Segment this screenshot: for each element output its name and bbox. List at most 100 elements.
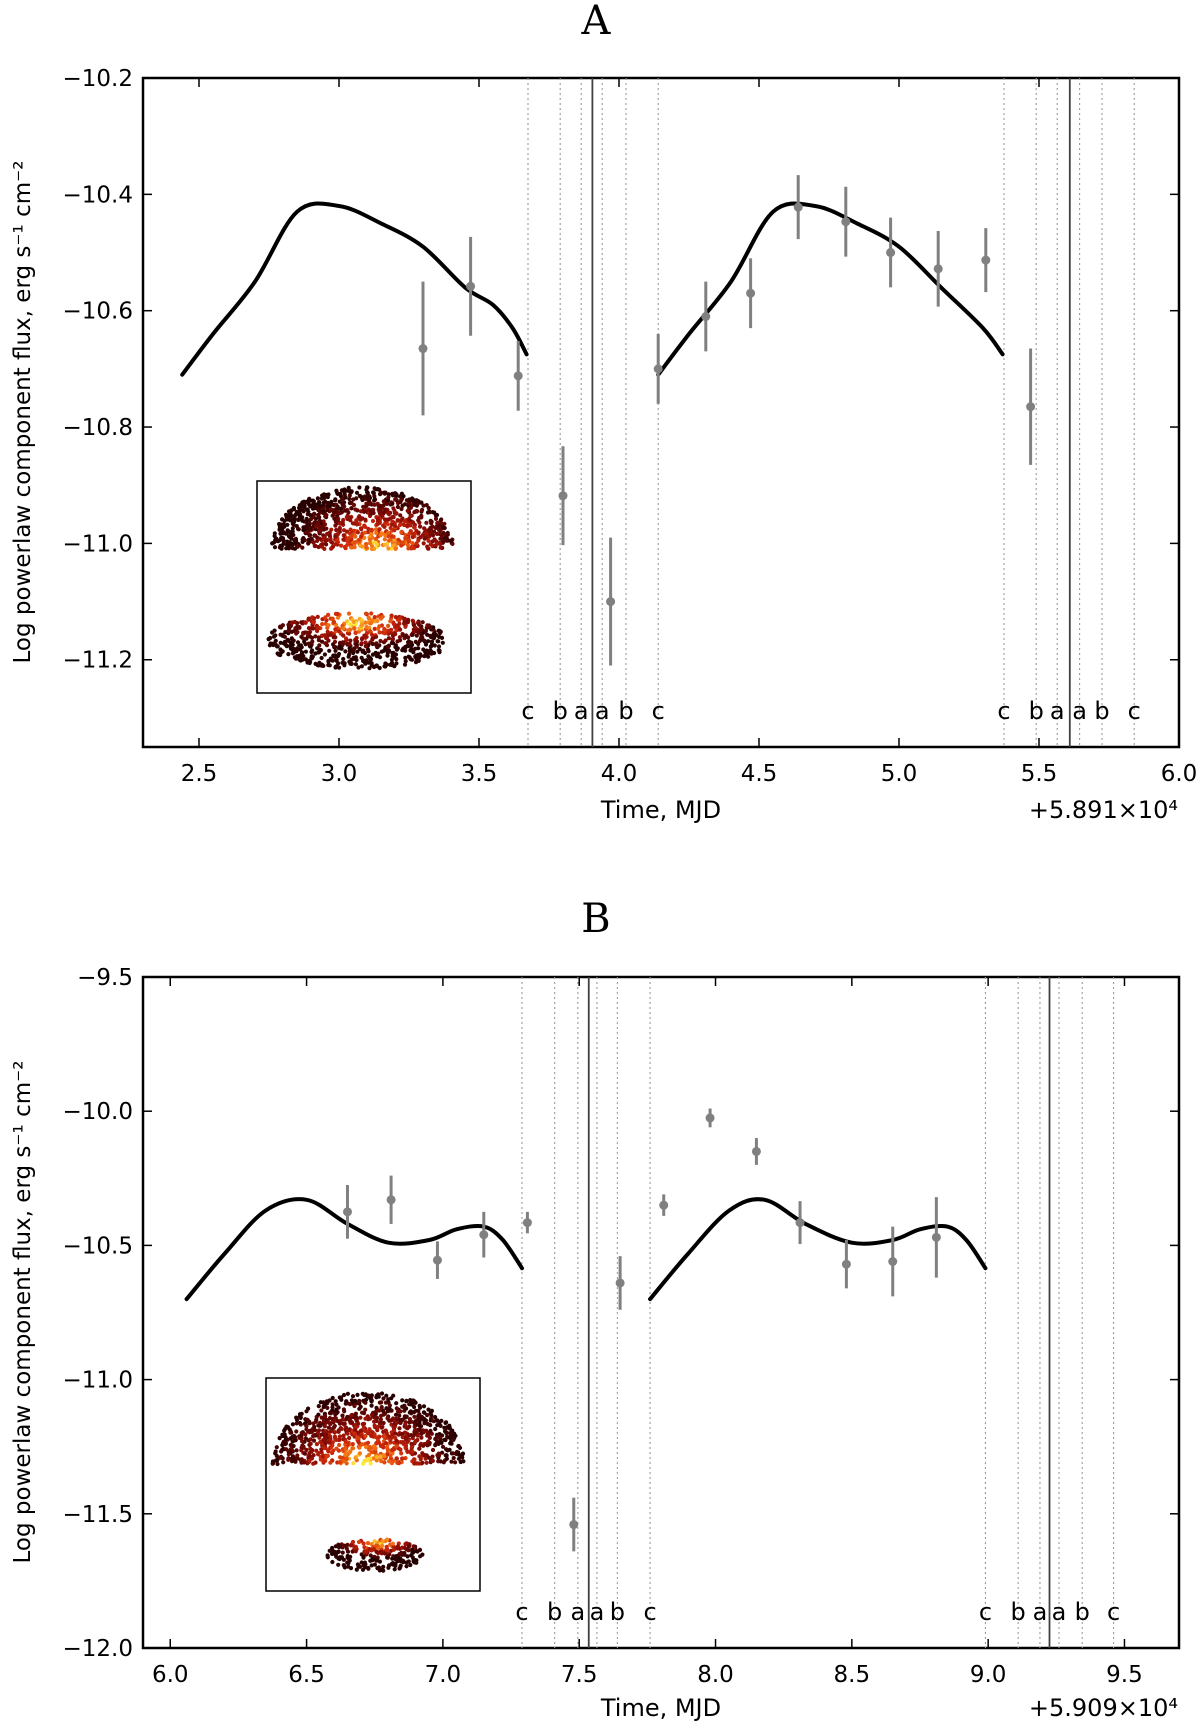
- panel-a-inset-dot: [353, 534, 358, 539]
- panel-a-inset-dot: [392, 528, 397, 533]
- panel-a-inset-dot: [308, 644, 313, 649]
- panel-a-inset-dot: [436, 644, 442, 649]
- panel-a-inset-dot: [333, 627, 338, 632]
- panel-b-inset-dot: [444, 1456, 449, 1461]
- panel-b-inset-dot: [281, 1460, 286, 1465]
- panel-b-inset-dot: [339, 1455, 344, 1460]
- panel-a-inset-dot: [374, 663, 379, 668]
- panel-a-title: A: [581, 0, 612, 44]
- panel-a-inset-dot: [429, 651, 434, 656]
- panel-a-inset-dot: [278, 652, 283, 658]
- panel-b-inset-dot: [443, 1427, 448, 1432]
- panel-b-region-label: b: [1011, 1598, 1026, 1626]
- panel-a-inset-dot: [385, 653, 390, 658]
- panel-a-inset-dot: [279, 625, 284, 630]
- panel-b-inset-dot: [433, 1436, 438, 1442]
- panel-b-inset-dot: [379, 1391, 385, 1396]
- panel-a-inset-dot: [374, 542, 379, 547]
- panel-a-inset-dot: [378, 638, 383, 644]
- panel-b-inset-dot: [391, 1554, 396, 1559]
- panel-b-inset-dot: [352, 1431, 357, 1436]
- panel-b-inset-dot: [316, 1412, 321, 1417]
- panel-a-inset-dot: [282, 518, 287, 524]
- panel-b-inset-dot: [327, 1411, 333, 1416]
- panel-a-inset-dot: [382, 524, 387, 530]
- panel-b-inset-dot: [413, 1400, 418, 1405]
- panel-a-inset-dot: [338, 506, 343, 511]
- panel-a-inset-dot: [306, 537, 311, 542]
- panel-b-region-label: b: [547, 1598, 562, 1626]
- panel-a-inset-dot: [421, 541, 426, 546]
- panel-a-inset-dot: [334, 664, 339, 669]
- panel-a-inset-dot: [407, 655, 412, 660]
- panel-b-inset-dot: [400, 1440, 406, 1445]
- panel-b-inset-dot: [363, 1407, 368, 1412]
- panel-b-inset-dot: [341, 1392, 347, 1398]
- panel-b-inset-dot: [374, 1455, 380, 1460]
- panel-a-inset-dot: [353, 639, 359, 644]
- panel-b-inset-dot: [349, 1413, 354, 1418]
- panel-a-inset-dot: [278, 647, 283, 652]
- panel-b-inset-dot: [340, 1550, 345, 1555]
- panel-a-inset-dot: [398, 627, 403, 632]
- panel-b-inset-dot: [343, 1445, 348, 1450]
- panel-b-inset-dot: [391, 1447, 396, 1452]
- panel-b-inset-dot: [270, 1461, 275, 1466]
- panel-b-inset-dot: [326, 1448, 331, 1454]
- panel-b-inset-dot: [418, 1443, 423, 1448]
- panel-a-inset-dot: [364, 545, 369, 550]
- panel-b-inset-dot: [440, 1433, 445, 1438]
- panel-a-inset-dot: [349, 506, 354, 511]
- panel-a-inset-dot: [358, 543, 363, 549]
- panel-b-inset-dot: [290, 1439, 295, 1444]
- panel-a-inset-dot: [398, 513, 403, 518]
- panel-a-inset-dot: [403, 655, 408, 660]
- panel-a-inset-dot: [359, 664, 364, 669]
- panel-a-inset-dot: [335, 506, 340, 511]
- panel-a-inset-dot: [369, 611, 374, 616]
- panel-b-region-label: a: [570, 1598, 585, 1626]
- panel-b-inset-dot: [392, 1567, 397, 1572]
- panel-b-inset-dot: [417, 1427, 422, 1432]
- panel-b-inset-dot: [327, 1421, 333, 1426]
- panel-b-inset-dot: [419, 1414, 424, 1420]
- panel-b-inset-dot: [294, 1448, 299, 1453]
- panel-a-inset-dot: [335, 490, 340, 496]
- panel-a-inset-dot: [323, 538, 328, 544]
- panel-b-inset-dot: [398, 1447, 403, 1452]
- panel-b-inset-dot: [352, 1545, 357, 1550]
- panel-b-model-curves: [184, 1197, 988, 1302]
- panel-a-data-point: [746, 288, 756, 298]
- panel-a-inset-dot: [425, 534, 431, 539]
- panel-a-model-curves: [180, 201, 1005, 377]
- panel-b-inset-dot: [331, 1419, 336, 1424]
- panel-a-inset-dot: [285, 522, 290, 527]
- panel-b-inset-dot: [378, 1417, 383, 1422]
- panel-a-inset-dot: [377, 630, 382, 635]
- panel-a-inset-dot: [370, 518, 376, 524]
- panel-a-inset-dot: [352, 626, 357, 631]
- panel-a-inset-dot: [434, 531, 440, 537]
- panel-a-inset-dot: [364, 631, 370, 636]
- panel-a-inset-dot: [306, 501, 311, 507]
- panel-a-inset-dot: [383, 533, 388, 538]
- panel-a-inset-dot: [439, 517, 444, 522]
- panel-b-inset-dot: [403, 1445, 408, 1450]
- panel-b-xtick-label: 6.0: [152, 1662, 189, 1688]
- panel-a-inset-dot: [427, 527, 432, 532]
- panel-a-inset-dot: [439, 521, 444, 526]
- panel-a-inset-dot: [336, 629, 342, 634]
- panel-b-inset-dot: [312, 1427, 317, 1433]
- panel-a-inset-dot: [333, 497, 338, 502]
- panel-a-inset-dot: [348, 527, 353, 532]
- panel-a-inset-dot: [432, 510, 437, 515]
- panel-b-inset-dot: [281, 1440, 286, 1446]
- panel-a-inset-dot: [289, 508, 294, 513]
- panel-b-data-point: [705, 1113, 715, 1123]
- panel-b-inset-dot: [303, 1432, 308, 1437]
- panel-b-inset-dot: [383, 1441, 389, 1446]
- panel-b-inset-dot: [441, 1460, 446, 1465]
- panel-b-inset-dot: [356, 1564, 361, 1569]
- panel-a-inset-dot: [315, 646, 320, 651]
- panel-b-ytick-label: −10.5: [63, 1233, 133, 1259]
